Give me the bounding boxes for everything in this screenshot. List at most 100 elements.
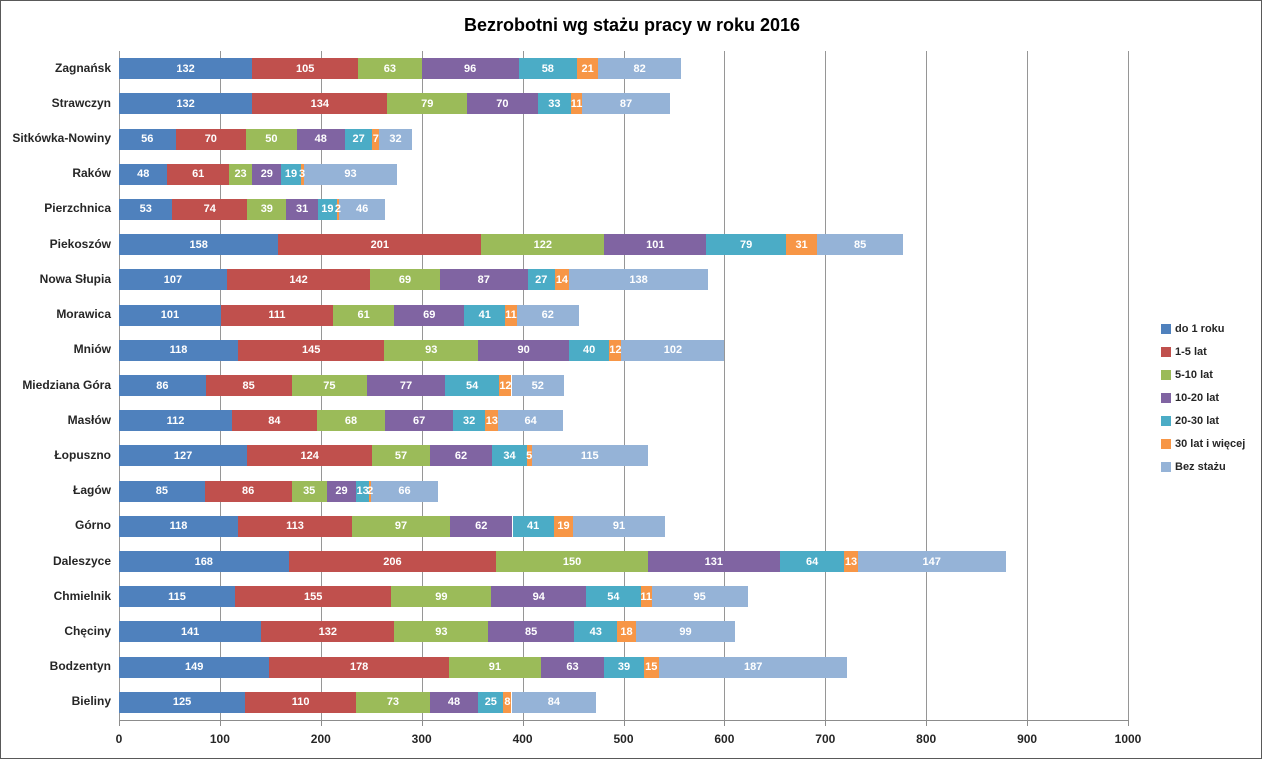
x-tick-label: 700 xyxy=(815,732,836,746)
category-label: Chmielnik xyxy=(53,588,111,603)
bar-segment: 48 xyxy=(296,128,345,150)
bar-segment: 8 xyxy=(503,691,512,713)
bar-value-label: 97 xyxy=(394,520,408,533)
bar-segment: 86 xyxy=(204,480,292,502)
bar-row: 118 113 97 62 41 19 91 xyxy=(119,515,1128,537)
bar-segment: 19 xyxy=(553,515,574,537)
bar-value-label: 132 xyxy=(176,97,195,110)
bar-segment: 82 xyxy=(598,58,681,80)
bar-value-label: 134 xyxy=(310,97,329,110)
bar-value-label: 18 xyxy=(620,625,633,638)
bar-value-label: 178 xyxy=(349,661,369,674)
bar-segment: 74 xyxy=(172,198,248,220)
legend-item: 10-20 lat xyxy=(1161,391,1245,404)
bar-segment: 19 xyxy=(281,163,301,185)
bar-segment: 77 xyxy=(367,375,445,396)
bar-segment: 131 xyxy=(647,551,780,573)
bar-row: 125 110 73 48 25 8 84 xyxy=(119,691,1128,713)
bar-segment: 122 xyxy=(481,234,605,256)
bar-value-label: 93 xyxy=(435,625,448,638)
bar-segment: 79 xyxy=(706,234,786,256)
bar-value-label: 85 xyxy=(155,485,168,498)
bar-value-label: 13 xyxy=(356,485,369,498)
bar-value-label: 8 xyxy=(504,696,511,709)
legend-label: 5-10 lat xyxy=(1175,368,1213,381)
bar-value-label: 5 xyxy=(526,449,533,462)
x-tick-label: 1000 xyxy=(1114,732,1142,746)
bar-value-label: 48 xyxy=(314,133,327,146)
gridline xyxy=(1027,51,1029,720)
bar-segment: 178 xyxy=(269,656,449,678)
bar-value-label: 19 xyxy=(321,203,334,216)
chart-title: Bezrobotni wg stażu pracy w roku 2016 xyxy=(463,15,801,35)
x-tick-mark xyxy=(421,720,423,726)
bar-value-label: 201 xyxy=(370,238,389,251)
x-tick-label: 500 xyxy=(613,732,634,746)
bar-segment: 85 xyxy=(205,375,292,396)
bar-segment: 41 xyxy=(512,515,554,537)
bar-value-label: 41 xyxy=(527,520,540,533)
bar-segment: 138 xyxy=(569,269,709,291)
bar-segment: 29 xyxy=(326,480,357,502)
bar-value-label: 62 xyxy=(541,309,554,322)
bar-segment: 110 xyxy=(245,691,357,713)
bar-segment: 84 xyxy=(232,410,317,432)
bar-value-label: 99 xyxy=(679,625,692,638)
bar-value-label: 39 xyxy=(617,661,631,674)
bar-segment: 124 xyxy=(247,445,373,467)
bar-value-label: 56 xyxy=(141,133,154,146)
bar-segment: 33 xyxy=(537,93,572,115)
bar-value-label: 86 xyxy=(242,485,255,498)
bar-value-label: 132 xyxy=(318,625,338,638)
bar-value-label: 155 xyxy=(304,590,323,603)
bar-segment: 99 xyxy=(635,621,736,643)
bar-value-label: 82 xyxy=(633,62,646,75)
x-tick-mark xyxy=(522,720,524,726)
bar-segment: 52 xyxy=(511,375,564,396)
bar-value-label: 110 xyxy=(291,696,310,709)
bar-value-label: 85 xyxy=(525,625,538,638)
x-tick-mark xyxy=(825,720,827,726)
bar-segment: 85 xyxy=(119,480,205,502)
bar-value-label: 14 xyxy=(555,273,569,286)
x-tick-mark xyxy=(623,720,625,726)
bar-value-label: 54 xyxy=(607,590,620,603)
bar-value-label: 39 xyxy=(260,203,273,216)
legend-swatch xyxy=(1161,346,1171,357)
bar-row: 86 85 75 77 54 12 52 xyxy=(119,375,1128,396)
bar-value-label: 95 xyxy=(693,590,706,603)
bar-segment: 15 xyxy=(643,656,659,678)
bar-value-label: 131 xyxy=(704,555,723,568)
bar-row: 107 142 69 87 27 14 138 xyxy=(119,269,1128,291)
bar-value-label: 94 xyxy=(532,590,545,603)
gridline xyxy=(1128,51,1129,720)
bar-value-label: 96 xyxy=(463,62,477,75)
bar-value-label: 105 xyxy=(295,62,315,75)
category-label: Bodzentyn xyxy=(49,659,111,674)
bar-value-label: 29 xyxy=(260,168,273,181)
bar-segment: 87 xyxy=(439,269,528,291)
bar-row: 48 61 23 29 19 3 93 xyxy=(119,163,1128,185)
bar-value-label: 48 xyxy=(137,168,150,181)
bar-segment: 54 xyxy=(586,586,641,608)
bar-segment: 91 xyxy=(573,515,665,537)
bar-value-label: 74 xyxy=(203,203,216,216)
category-label: Pierzchnica xyxy=(44,201,111,216)
bar-segment: 46 xyxy=(338,198,386,220)
bar-segment: 145 xyxy=(238,339,385,361)
bar-segment: 63 xyxy=(540,656,605,678)
bar-segment: 70 xyxy=(175,128,247,150)
bar-value-label: 53 xyxy=(139,203,152,216)
bar-segment: 2 xyxy=(334,198,341,220)
category-label: Raków xyxy=(72,166,111,181)
bar-segment: 102 xyxy=(621,339,725,361)
category-label: Sitkówka-Nowiny xyxy=(12,131,111,146)
bar-segment: 61 xyxy=(332,304,395,326)
bar-segment: 127 xyxy=(119,445,248,467)
bar-value-label: 91 xyxy=(488,661,501,674)
bar-segment: 134 xyxy=(252,93,388,115)
bar-row: 101 111 61 69 41 11 62 xyxy=(119,304,1128,326)
bar-value-label: 127 xyxy=(173,449,193,462)
plot-area: 132 105 63 96 58 21 82 132 134 79 70 33 11 87 56 70 50 48… xyxy=(119,51,1129,726)
bar-value-label: 2 xyxy=(334,203,341,216)
